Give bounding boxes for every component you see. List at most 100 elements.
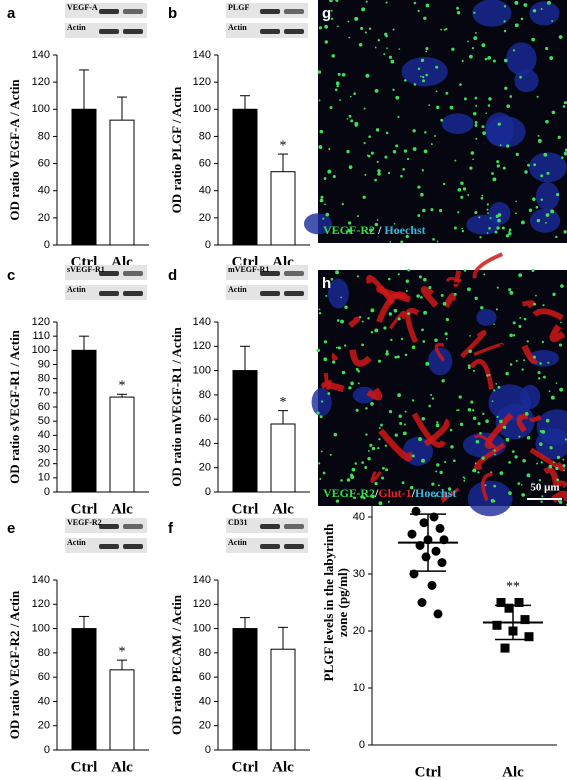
blot-label: Actin (67, 285, 86, 294)
signal-dot (562, 464, 566, 468)
signal-dot (502, 166, 506, 170)
signal-dot (499, 419, 503, 424)
y-tick-label: 140 (32, 574, 50, 586)
vessel (472, 252, 503, 279)
signal-dot (374, 88, 379, 93)
y-tick-label: 120 (193, 598, 211, 610)
panel-label: e (7, 520, 15, 537)
signal-dot (374, 46, 377, 49)
signal-dot (377, 38, 380, 42)
signal-dot (524, 170, 528, 174)
signal-dot (374, 222, 379, 227)
blot-band (284, 271, 304, 276)
signal-dot (412, 147, 417, 152)
signal-dot (477, 471, 480, 474)
signal-dot (400, 174, 403, 178)
blot-band (260, 29, 280, 34)
caption-part: Hoechst (415, 486, 456, 500)
nucleus (529, 1, 560, 26)
nucleus (467, 480, 513, 517)
signal-dot (411, 345, 416, 350)
signal-dot (463, 477, 466, 480)
signal-dot (368, 27, 372, 30)
signal-dot (390, 338, 393, 342)
signal-dot (537, 134, 540, 137)
signal-dot (431, 397, 434, 400)
signal-dot (537, 371, 541, 375)
signal-dot (396, 355, 400, 359)
x-tick-label: Ctrl (232, 501, 259, 517)
signal-dot (508, 288, 512, 292)
signal-dot (331, 54, 336, 58)
y-tick-label: 0 (205, 239, 211, 251)
signal-dot (406, 157, 410, 161)
signal-dot (354, 123, 358, 127)
signal-dot (418, 437, 423, 442)
signal-dot (551, 20, 554, 22)
signal-dot (492, 59, 496, 63)
signal-dot (369, 443, 373, 447)
signal-dot (472, 416, 477, 420)
y-tick-label: 140 (193, 316, 211, 328)
signal-dot (348, 221, 352, 225)
signal-dot (515, 152, 519, 157)
panel-label: b (168, 5, 177, 22)
vessel (556, 480, 567, 489)
signal-dot (492, 499, 496, 503)
signal-dot (354, 16, 359, 21)
caption: VEGF-R2/Glut-1/Hoechst (323, 486, 456, 500)
signal-dot (508, 232, 512, 236)
signal-dot (376, 160, 379, 164)
y-tick-label: 40 (38, 185, 50, 197)
signal-dot (376, 219, 379, 221)
blot-band (99, 271, 119, 276)
signal-dot (417, 67, 421, 71)
bar (232, 628, 258, 751)
signal-dot (377, 172, 381, 176)
bar (232, 108, 258, 246)
signal-dot (399, 421, 403, 426)
signal-dot (528, 208, 533, 213)
data-point (407, 529, 417, 539)
data-point (520, 615, 530, 625)
signal-dot (435, 470, 438, 473)
signal-dot (319, 198, 324, 203)
y-axis-label: OD ratio PLGF / Actin (169, 86, 184, 213)
nucleus (401, 56, 448, 87)
signal-dot (521, 493, 525, 497)
signal-dot (460, 181, 464, 185)
signal-dot (367, 457, 371, 461)
signal-dot (425, 361, 430, 366)
signal-dot (457, 211, 460, 214)
y-tick-label: 80 (38, 373, 50, 385)
signal-dot (475, 439, 480, 444)
signal-dot (512, 334, 516, 337)
data-point (500, 643, 510, 653)
signal-dot (443, 28, 446, 31)
signal-dot (481, 125, 485, 129)
signal-dot (385, 131, 389, 135)
signal-dot (493, 484, 497, 488)
signal-dot (350, 381, 354, 386)
signal-dot (527, 163, 531, 167)
y-tick-label: 120 (32, 316, 50, 328)
blot-band (284, 291, 304, 296)
x-tick-label: Alc (111, 759, 133, 775)
micrograph (311, 252, 567, 517)
y-tick-label: 70 (38, 387, 50, 399)
signal-dot (486, 208, 489, 211)
caption-part: Hoechst (384, 223, 425, 237)
y-tick-label: 140 (32, 49, 50, 61)
signal-dot (496, 226, 500, 230)
signal-dot (367, 450, 370, 452)
signal-dot (504, 86, 508, 90)
signal-dot (467, 408, 472, 412)
signal-dot (552, 461, 555, 464)
signal-dot (520, 17, 524, 21)
signal-dot (384, 444, 388, 447)
signal-dot (520, 484, 523, 486)
signal-dot (405, 234, 409, 239)
y-axis-label: zone (pg/ml) (335, 568, 350, 637)
signal-dot (328, 147, 331, 151)
signal-dot (556, 193, 560, 197)
